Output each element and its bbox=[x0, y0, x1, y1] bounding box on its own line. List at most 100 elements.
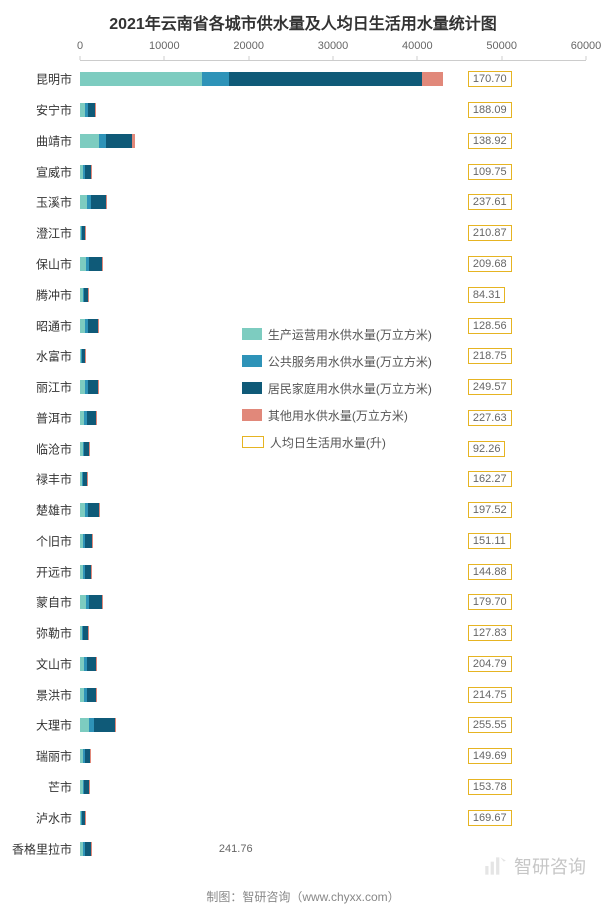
city-row: 芒市153.78 bbox=[80, 772, 586, 803]
legend-item: 其他用水供水量(万立方米) bbox=[242, 407, 432, 424]
bar-group bbox=[80, 534, 93, 548]
bar-segment bbox=[90, 749, 91, 763]
bar-group bbox=[80, 472, 87, 486]
bar-group bbox=[80, 626, 88, 640]
city-label: 蒙自市 bbox=[0, 594, 72, 611]
percapita-tag: 127.83 bbox=[468, 625, 512, 641]
bar-segment bbox=[202, 72, 229, 86]
bar-segment bbox=[106, 134, 132, 148]
city-row: 安宁市188.09 bbox=[80, 95, 586, 126]
bar-segment bbox=[89, 595, 102, 609]
bar-segment bbox=[87, 411, 96, 425]
bar-group bbox=[80, 349, 85, 363]
x-axis: 0100002000030000400005000060000 bbox=[80, 40, 586, 64]
bar-group bbox=[80, 103, 96, 117]
x-tick-label: 20000 bbox=[233, 40, 264, 52]
percapita-tag: 210.87 bbox=[468, 225, 512, 241]
bar-group bbox=[80, 442, 90, 456]
city-row: 澄江市210.87 bbox=[80, 218, 586, 249]
bar-segment bbox=[98, 380, 99, 394]
city-label: 腾冲市 bbox=[0, 286, 72, 303]
bar-group bbox=[80, 780, 90, 794]
bar-group bbox=[80, 411, 97, 425]
chart-footer: 制图：智研咨询（www.chyxx.com） bbox=[0, 888, 606, 905]
percapita-tag: 109.75 bbox=[468, 164, 512, 180]
city-row: 开远市144.88 bbox=[80, 556, 586, 587]
legend-item: 居民家庭用水供水量(万立方米) bbox=[242, 380, 432, 397]
legend-label: 生产运营用水供水量(万立方米) bbox=[268, 326, 432, 343]
city-label: 个旧市 bbox=[0, 532, 72, 549]
city-label: 保山市 bbox=[0, 255, 72, 272]
bar-segment bbox=[91, 165, 92, 179]
city-row: 弥勒市127.83 bbox=[80, 618, 586, 649]
bar-segment bbox=[99, 134, 107, 148]
bar-group bbox=[80, 72, 443, 86]
bar-group bbox=[80, 319, 99, 333]
city-label: 香格里拉市 bbox=[0, 840, 72, 857]
city-label: 开远市 bbox=[0, 563, 72, 580]
city-label: 昆明市 bbox=[0, 71, 72, 88]
city-label: 景洪市 bbox=[0, 686, 72, 703]
bar-group bbox=[80, 688, 97, 702]
bar-group bbox=[80, 195, 107, 209]
city-row: 保山市209.68 bbox=[80, 249, 586, 280]
bar-group bbox=[80, 257, 103, 271]
bar-segment bbox=[80, 195, 87, 209]
percapita-tag: 169.67 bbox=[468, 810, 512, 826]
legend-swatch bbox=[242, 382, 262, 394]
bar-group bbox=[80, 503, 100, 517]
city-label: 普洱市 bbox=[0, 409, 72, 426]
percapita-tag: 84.31 bbox=[468, 287, 506, 303]
percapita-tag: 149.69 bbox=[468, 748, 512, 764]
city-row: 宣威市109.75 bbox=[80, 156, 586, 187]
chart-title: 2021年云南省各城市供水量及人均日生活用水量统计图 bbox=[0, 0, 606, 40]
city-row: 腾冲市84.31 bbox=[80, 279, 586, 310]
city-row: 蒙自市179.70 bbox=[80, 587, 586, 618]
city-label: 楚雄市 bbox=[0, 502, 72, 519]
bar-segment bbox=[106, 195, 107, 209]
percapita-tag: 179.70 bbox=[468, 594, 512, 610]
plot-area: 昆明市170.70安宁市188.09曲靖市138.92宣威市109.75玉溪市2… bbox=[80, 64, 586, 864]
bar-group bbox=[80, 380, 99, 394]
x-tick-mark bbox=[501, 56, 502, 60]
city-row: 玉溪市237.61 bbox=[80, 187, 586, 218]
city-row: 楚雄市197.52 bbox=[80, 495, 586, 526]
bar-segment bbox=[102, 257, 103, 271]
legend-label: 其他用水供水量(万立方米) bbox=[268, 407, 408, 424]
city-label: 玉溪市 bbox=[0, 194, 72, 211]
percapita-tag: 237.61 bbox=[468, 194, 512, 210]
percapita-tag: 249.57 bbox=[468, 379, 512, 395]
bar-segment bbox=[92, 534, 93, 548]
legend-swatch bbox=[242, 409, 262, 421]
bar-segment bbox=[88, 103, 96, 117]
city-label: 宣威市 bbox=[0, 163, 72, 180]
percapita-tag: 197.52 bbox=[468, 502, 512, 518]
bar-segment bbox=[95, 103, 96, 117]
bar-segment bbox=[422, 72, 444, 86]
x-tick-label: 50000 bbox=[486, 40, 517, 52]
city-row: 昆明市170.70 bbox=[80, 64, 586, 95]
bar-segment bbox=[80, 134, 99, 148]
city-label: 曲靖市 bbox=[0, 132, 72, 149]
bar-segment bbox=[94, 718, 114, 732]
city-row: 景洪市214.75 bbox=[80, 679, 586, 710]
legend-item: 人均日生活用水量(升) bbox=[242, 434, 432, 451]
city-label: 昭通市 bbox=[0, 317, 72, 334]
bar-group bbox=[80, 657, 97, 671]
x-tick-label: 10000 bbox=[149, 40, 180, 52]
bar-segment bbox=[91, 842, 92, 856]
legend-label: 公共服务用水供水量(万立方米) bbox=[268, 353, 432, 370]
legend-item: 生产运营用水供水量(万立方米) bbox=[242, 326, 432, 343]
bar-group bbox=[80, 595, 103, 609]
legend-swatch bbox=[242, 328, 262, 340]
city-row: 文山市204.79 bbox=[80, 649, 586, 680]
city-label: 水富市 bbox=[0, 348, 72, 365]
percapita-tag: 92.26 bbox=[468, 441, 506, 457]
bar-group bbox=[80, 288, 88, 302]
bar-segment bbox=[96, 688, 97, 702]
chart-container: 2021年云南省各城市供水量及人均日生活用水量统计图 0100002000030… bbox=[0, 0, 606, 909]
percapita-tag: 188.09 bbox=[468, 102, 512, 118]
percapita-tag: 162.27 bbox=[468, 471, 512, 487]
percapita-tag: 138.92 bbox=[468, 133, 512, 149]
city-label: 丽江市 bbox=[0, 379, 72, 396]
